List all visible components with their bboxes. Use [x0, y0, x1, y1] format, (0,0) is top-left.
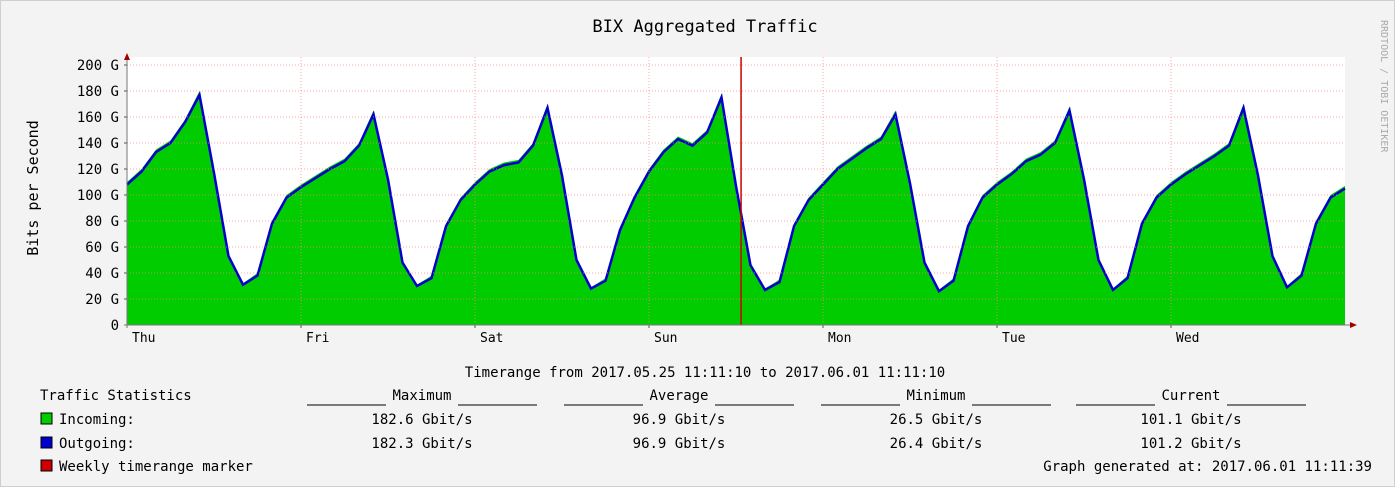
stat-value: 182.3 Gbit/s: [371, 436, 472, 452]
header-bg: [386, 388, 458, 406]
x-arrow: [1350, 322, 1357, 328]
y-tick-label: 180 G: [77, 84, 119, 100]
y-arrow: [124, 53, 130, 60]
stat-value: 26.5 Gbit/s: [890, 412, 983, 428]
legend-swatch: [40, 436, 53, 449]
y-tick-label: 20 G: [85, 292, 119, 308]
stat-value: 26.4 Gbit/s: [890, 436, 983, 452]
y-tick-label: 60 G: [85, 240, 119, 256]
x-tick-label: Thu: [132, 331, 155, 346]
legend-swatch: [40, 459, 53, 472]
legend-label: Weekly timerange marker: [59, 459, 253, 475]
area: [127, 91, 1345, 325]
y-tick-label: 140 G: [77, 136, 119, 152]
y-tick-label: 80 G: [85, 214, 119, 230]
stats-header: Current: [1161, 388, 1220, 404]
legend-label: Outgoing:: [59, 436, 135, 452]
stat-value: 96.9 Gbit/s: [633, 412, 726, 428]
y-axis-label: Bits per Second: [24, 120, 42, 255]
y-tick-label: 40 G: [85, 266, 119, 282]
x-tick-label: Wed: [1176, 331, 1199, 346]
stat-value: 182.6 Gbit/s: [371, 412, 472, 428]
x-tick-label: Sun: [654, 331, 677, 346]
stats-header: Average: [649, 388, 708, 404]
generated: Graph generated at: 2017.06.01 11:11:39: [1043, 459, 1372, 475]
timerange: Timerange from 2017.05.25 11:11:10 to 20…: [465, 365, 945, 381]
stats-header: Minimum: [906, 388, 965, 404]
header-bg: [1155, 388, 1227, 406]
x-tick-label: Mon: [828, 331, 851, 346]
x-tick-label: Fri: [306, 331, 329, 346]
header-bg: [643, 388, 715, 406]
chart-title: BIX Aggregated Traffic: [592, 17, 817, 37]
legend-label: Incoming:: [59, 412, 135, 428]
stat-value: 101.2 Gbit/s: [1140, 436, 1241, 452]
stats-header: Maximum: [392, 388, 451, 404]
x-tick-label: Sat: [480, 331, 503, 346]
line: [126, 91, 1346, 294]
legend-swatch: [40, 412, 53, 425]
y-tick-label: 120 G: [77, 162, 119, 178]
stats-title: Traffic Statistics: [40, 388, 192, 404]
header-bg: [900, 388, 972, 406]
y-tick-label: 160 G: [77, 110, 119, 126]
stat-value: 101.1 Gbit/s: [1140, 412, 1241, 428]
y-tick-label: 200 G: [77, 58, 119, 74]
y-tick-label: 0: [111, 318, 119, 334]
side-text: RRDTOOL / TOBI OETIKER: [1378, 20, 1389, 153]
y-tick-label: 100 G: [77, 188, 119, 204]
x-tick-label: Tue: [1002, 331, 1026, 346]
stat-value: 96.9 Gbit/s: [633, 436, 726, 452]
